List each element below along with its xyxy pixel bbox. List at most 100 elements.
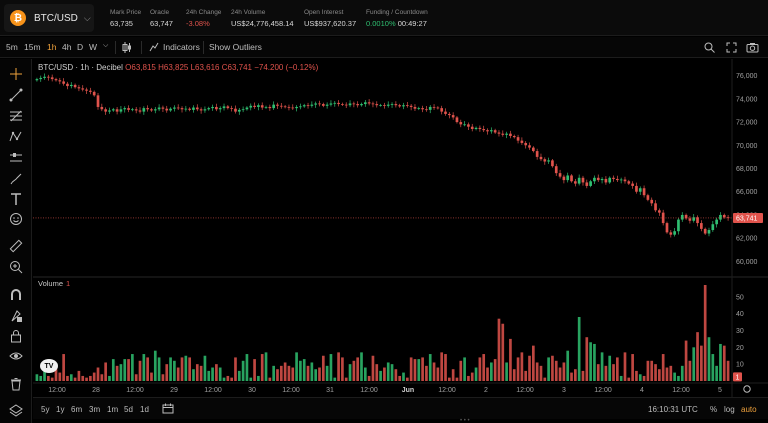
volume-bar <box>329 354 333 381</box>
trash-icon[interactable] <box>9 377 23 391</box>
pattern-icon[interactable] <box>9 130 23 144</box>
volume-bar <box>383 367 386 381</box>
candle-body <box>627 181 631 184</box>
indicators-button[interactable]: Indicators <box>163 42 200 52</box>
volume-bar <box>325 365 329 381</box>
volume-bar <box>337 352 340 381</box>
volume-bar <box>314 369 318 381</box>
candle-body <box>226 106 230 109</box>
candle-type-icon[interactable] <box>122 42 132 55</box>
candle-body <box>188 108 191 110</box>
volume-bar <box>627 377 631 381</box>
time-tick-label: 12:00 <box>360 387 378 394</box>
candle-body <box>123 108 127 110</box>
fib-icon[interactable] <box>9 109 23 123</box>
candle-body <box>352 103 356 105</box>
chevron-down-icon[interactable]: ⌵ <box>103 42 109 49</box>
layers-icon[interactable] <box>9 403 23 417</box>
volume-bar <box>478 357 482 381</box>
candle-body <box>89 90 92 92</box>
candle-body <box>314 103 318 105</box>
volume-bar <box>398 375 402 381</box>
interval-5m[interactable]: 5m <box>6 42 18 52</box>
ruler-icon[interactable] <box>9 239 23 253</box>
volume-bar <box>39 375 43 381</box>
pane-resize-handle[interactable]: • • • <box>460 418 470 423</box>
emoji-icon[interactable] <box>9 212 23 226</box>
range-6m[interactable]: 6m <box>71 405 83 414</box>
show-outliers-button[interactable]: Show Outliers <box>209 42 262 52</box>
candle-body <box>528 145 531 148</box>
volume-bar <box>230 377 233 381</box>
trend-line-icon[interactable] <box>9 88 23 102</box>
magnet-icon[interactable] <box>9 288 23 302</box>
volume-bar <box>47 375 50 381</box>
candle-body <box>161 107 165 109</box>
utc-clock[interactable]: 16:10:31 UTC <box>648 405 698 414</box>
volume-bar <box>299 360 302 381</box>
log-toggle[interactable]: log <box>724 405 735 414</box>
auto-toggle[interactable]: auto <box>741 405 757 414</box>
range-5d[interactable]: 5d <box>124 405 133 414</box>
text-icon[interactable] <box>9 192 23 206</box>
volume-bar <box>589 342 592 381</box>
range-3m[interactable]: 3m <box>89 405 101 414</box>
candle-body <box>96 95 100 107</box>
market-selector[interactable]: ₿ BTC/USD ⌵ <box>4 4 94 32</box>
interval-1h[interactable]: 1h <box>47 42 57 52</box>
tradingview-logo[interactable]: TV <box>40 359 58 373</box>
candle-body <box>360 104 363 106</box>
candle-body <box>722 214 726 218</box>
camera-icon[interactable] <box>746 42 759 55</box>
brush-icon[interactable] <box>9 172 23 186</box>
candle-body <box>535 151 539 157</box>
volume-bar <box>192 369 195 381</box>
candle-body <box>394 104 398 106</box>
forecast-icon[interactable] <box>9 151 23 165</box>
range-1y[interactable]: 1y <box>56 405 65 414</box>
indicators-icon[interactable] <box>149 42 159 54</box>
time-tick-label: 12:00 <box>594 387 612 394</box>
eye-icon[interactable] <box>9 349 23 363</box>
interval-w[interactable]: W <box>89 42 98 52</box>
interval-4h[interactable]: 4h <box>62 42 72 52</box>
interval-15m[interactable]: 15m <box>24 42 41 52</box>
candle-body <box>257 105 260 107</box>
time-axis: 12:00 28 12:00 29 12:00 30 12:00 31 12:00 Jun 12:0… <box>48 385 751 394</box>
stat-24h-volume: 24h Volume US$24,776,458.14 <box>231 9 294 28</box>
percent-toggle[interactable]: % <box>710 405 718 414</box>
range-1d[interactable]: 1d <box>140 405 149 414</box>
volume-bar <box>501 323 505 381</box>
price-chart[interactable]: 76,00074,00072,00070,00068,00066,00064,0… <box>33 59 768 397</box>
zoom-icon[interactable] <box>704 42 715 55</box>
volume-bar <box>489 362 493 381</box>
crosshair-icon[interactable] <box>9 67 23 81</box>
lock-drawings-icon[interactable] <box>9 309 23 323</box>
market-symbol: BTC/USD <box>34 12 78 24</box>
candle-body <box>134 109 138 111</box>
volume-bar <box>199 365 203 381</box>
candle-body <box>512 135 516 138</box>
fullscreen-icon[interactable] <box>726 42 737 55</box>
lock-icon[interactable] <box>9 329 23 343</box>
settings-gear-icon[interactable] <box>743 385 751 393</box>
volume-bar <box>459 360 463 381</box>
volume-bar <box>146 357 149 381</box>
candle-body <box>371 103 375 105</box>
stat-oracle: Oracle 63,747 <box>150 9 173 28</box>
zoom-in-icon[interactable] <box>9 260 23 274</box>
volume-bar <box>241 360 245 381</box>
volume-bar <box>211 367 214 381</box>
volume-bar <box>352 360 356 381</box>
candle-body <box>425 109 428 111</box>
candle-body <box>700 223 703 229</box>
interval-d[interactable]: D <box>77 42 84 52</box>
candle-body <box>62 81 65 84</box>
volume-bar <box>375 364 379 381</box>
range-1m[interactable]: 1m <box>107 405 119 414</box>
candle-body <box>348 103 352 106</box>
candle-body <box>379 105 382 107</box>
date-range-icon[interactable] <box>162 403 174 416</box>
volume-bar <box>333 377 337 381</box>
range-5y[interactable]: 5y <box>41 405 50 414</box>
